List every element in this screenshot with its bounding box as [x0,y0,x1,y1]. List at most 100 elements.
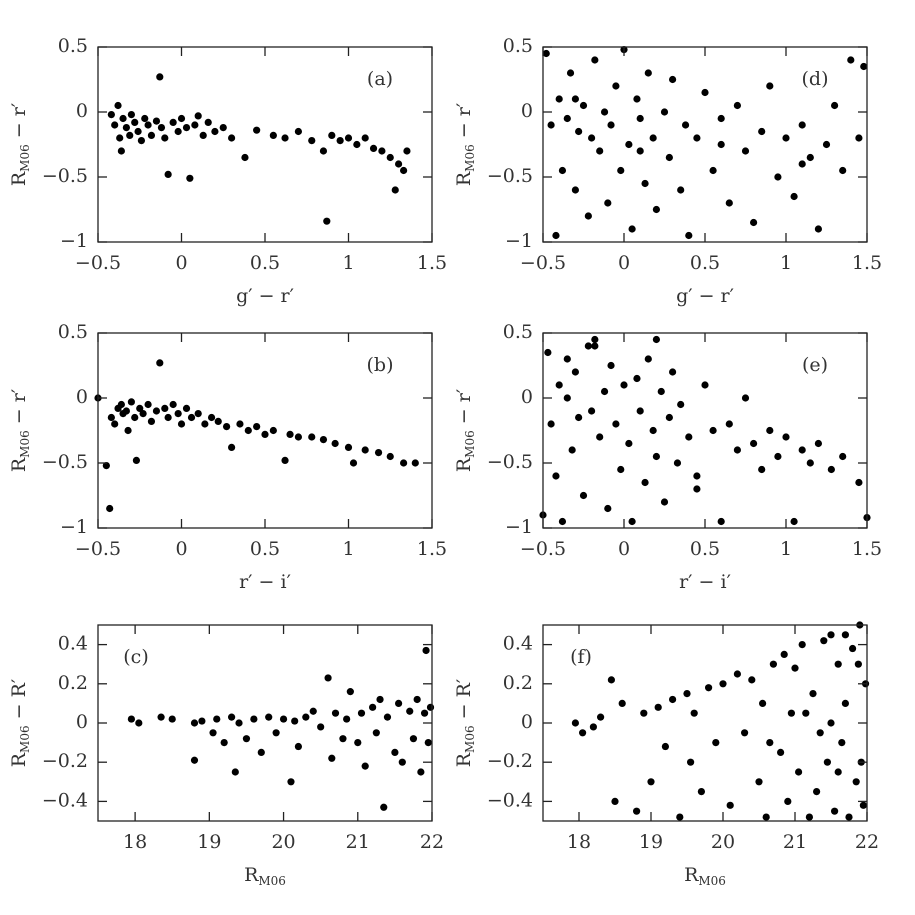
point [558,166,567,175]
point [618,699,626,708]
point [596,433,604,441]
point [733,101,742,110]
y-tick-label: 0.2 [58,672,88,694]
point [795,768,803,776]
point [705,684,713,692]
point [798,446,806,454]
point [398,758,406,766]
point [124,426,132,435]
point [575,127,583,136]
x-axis-label-part: M06 [698,874,726,888]
point [787,709,796,717]
point [132,456,141,464]
point [169,400,177,409]
point [571,186,580,194]
point [107,413,115,422]
point [790,517,798,526]
point [222,423,231,431]
point [152,407,161,415]
point [127,398,135,406]
point [834,660,842,668]
point [558,517,567,526]
y-tick-label: 0 [521,386,533,408]
point [579,101,588,110]
point [147,417,156,425]
point [784,797,792,806]
y-axis-label-part: − r′ [8,103,30,144]
point [726,801,734,809]
point [766,739,774,747]
point [250,715,258,723]
point [852,778,860,786]
y-axis-label-part: R [453,752,475,767]
point [141,114,149,123]
point [733,446,742,454]
point [135,719,143,727]
point [344,443,353,451]
point [750,218,758,227]
point [253,423,261,431]
point [281,134,289,142]
x-tick-label: −0.5 [75,538,121,560]
x-tick-label: 21 [346,831,370,853]
point [641,179,649,188]
point [331,709,340,717]
point [596,147,604,155]
x-tick-label: 1.5 [417,538,447,560]
point [748,676,756,684]
point [353,140,361,149]
y-tick-label: 0.5 [503,35,533,57]
y-tick-label: −0.5 [487,165,533,187]
point [791,664,799,672]
point [625,140,633,149]
y-tick-label: 0 [521,100,533,122]
point [269,426,277,435]
point [261,430,269,438]
point [168,715,176,723]
point [620,381,628,389]
point [733,670,742,678]
point [131,118,139,126]
point [228,443,236,451]
point [406,707,414,715]
x-tick-label: 18 [567,831,591,853]
x-axis-label-part: g′ − r′ [236,285,294,307]
point [413,695,421,704]
point [827,719,835,727]
point [813,788,821,796]
point [690,709,698,717]
point [571,719,580,727]
point [814,439,823,448]
point [156,359,164,367]
point [361,446,369,454]
point [820,637,828,645]
point [228,713,236,721]
point [156,73,164,81]
point [386,452,394,461]
point [806,459,814,467]
point [693,485,701,493]
y-tick-label: 0.5 [503,321,533,343]
point [308,137,316,145]
point [354,739,362,747]
point [122,124,130,132]
point [343,715,351,723]
point [111,420,119,428]
point [600,108,609,116]
point [628,225,636,233]
point [827,465,835,474]
point [607,121,615,129]
x-axis-label: RM06 [244,864,286,888]
point [681,121,690,129]
point [636,147,644,155]
x-tick-label: 0 [618,538,630,560]
panel-label: (a) [367,68,393,90]
point [591,342,599,350]
point [136,404,144,412]
point [780,650,788,659]
point [291,717,299,725]
y-axis-label-part: − R′ [8,679,30,726]
point [588,407,596,415]
x-axis-label-part: g′ − r′ [676,285,734,307]
point [633,95,641,103]
